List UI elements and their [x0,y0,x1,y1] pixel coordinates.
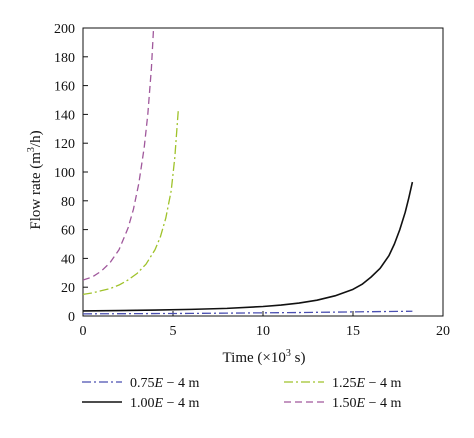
y-tick-label-140: 140 [54,108,75,123]
y-tick-label-120: 120 [54,137,75,152]
x-tick-label-10: 10 [256,324,270,339]
y-tick-label-160: 160 [54,80,75,95]
legend-label-1: 0.75E − 4 m [130,376,199,391]
legend-label-2: 1.00E − 4 m [130,396,199,411]
y-tick-label-200: 200 [54,22,75,37]
x-tick-label-20: 20 [436,324,450,339]
y-tick-label-100: 100 [54,166,75,181]
series-line-3 [83,108,180,296]
y-tick-label-0: 0 [68,310,75,325]
x-axis-title: Time (×103 s) [223,348,306,366]
legend-label-4: 1.50E − 4 m [332,396,401,411]
y-tick-label-20: 20 [61,281,75,296]
series-line-1 [83,310,413,315]
series-line-4 [83,28,155,281]
y-tick-label-40: 40 [61,252,75,267]
legend-label-3: 1.25E − 4 m [332,376,401,391]
y-axis-title: Flow rate (m3/h) [26,130,44,229]
series-line-2 [83,181,414,312]
x-tick-label-5: 5 [170,324,177,339]
y-tick-label-80: 80 [61,195,75,210]
y-tick-label-180: 180 [54,51,75,66]
x-tick-label-0: 0 [80,324,87,339]
y-tick-label-60: 60 [61,224,75,239]
x-tick-label-15: 15 [346,324,360,339]
series-layer [83,28,414,315]
legend: 0.75E − 4 m 1.00E − 4 m 1.25E − 4 m 1.50E −… [82,376,401,411]
